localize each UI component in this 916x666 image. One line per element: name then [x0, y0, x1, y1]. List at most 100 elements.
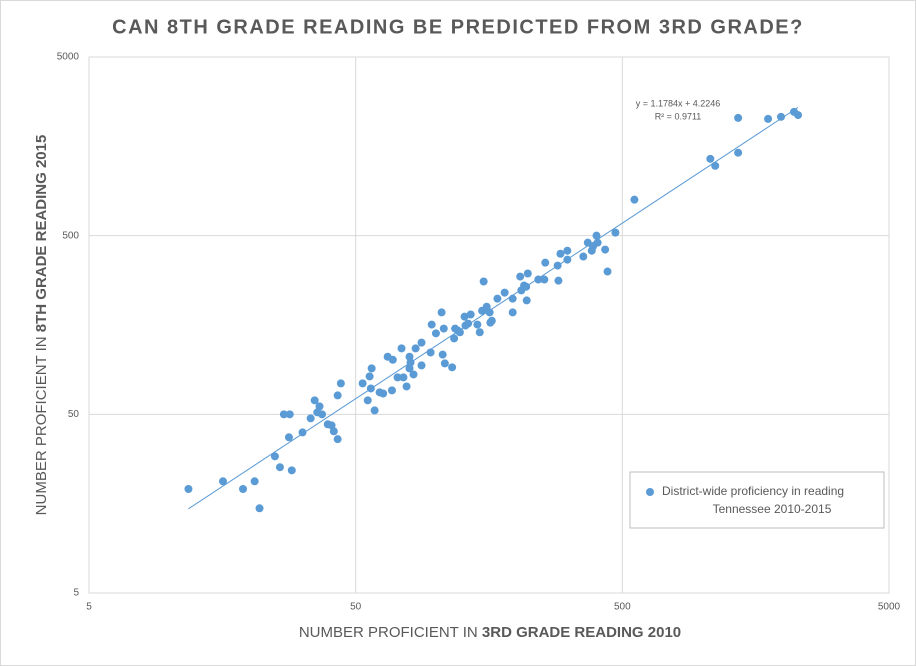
point — [388, 355, 397, 364]
point — [522, 296, 531, 305]
point — [379, 389, 388, 398]
trendline — [188, 106, 799, 510]
point — [440, 359, 449, 368]
point — [238, 485, 247, 494]
point — [387, 386, 396, 395]
point — [777, 112, 786, 121]
point — [448, 363, 457, 372]
y-label-part: NUMBER PROFICIENT IN — [33, 336, 50, 515]
x-label-part: NUMBER PROFICIENT IN — [299, 624, 478, 641]
point — [563, 255, 572, 264]
point — [554, 276, 563, 285]
point — [287, 466, 296, 475]
legend-box — [629, 471, 885, 529]
point — [365, 372, 374, 381]
point — [734, 148, 743, 157]
point — [333, 435, 342, 444]
point — [367, 364, 376, 373]
point — [593, 238, 602, 247]
point — [402, 382, 411, 391]
point — [366, 384, 375, 393]
y-tick-label: 50 — [68, 409, 80, 420]
chart-title: CAN 8TH GRADE READING BE PREDICTED FROM … — [112, 16, 804, 38]
point — [426, 348, 435, 357]
point — [706, 154, 715, 163]
point — [363, 396, 372, 405]
point — [500, 288, 509, 297]
point — [794, 111, 803, 120]
point — [487, 316, 496, 325]
point — [370, 406, 379, 415]
point — [255, 504, 264, 513]
point — [306, 414, 315, 423]
point — [479, 277, 488, 286]
point — [466, 310, 475, 319]
point — [431, 329, 440, 338]
legend-label: Tennessee 2010-2015 — [713, 502, 832, 516]
point — [411, 344, 420, 353]
point — [318, 410, 327, 419]
point — [336, 379, 345, 388]
point — [455, 328, 464, 337]
point — [406, 358, 415, 367]
point — [508, 294, 517, 303]
point — [603, 267, 612, 276]
point — [553, 261, 562, 270]
equation: y = 1.1784x + 4.2246 — [636, 98, 721, 108]
point — [473, 320, 482, 329]
point — [417, 338, 426, 347]
point — [522, 282, 531, 291]
point — [333, 391, 342, 400]
x-tick-label: 5 — [86, 602, 92, 613]
point — [579, 252, 588, 261]
point — [764, 114, 773, 123]
point — [556, 249, 565, 258]
point — [475, 328, 484, 337]
point — [734, 113, 743, 122]
point — [592, 231, 601, 240]
y-tick-label: 5000 — [57, 52, 80, 63]
legend-marker — [646, 488, 654, 496]
point — [285, 410, 294, 419]
point — [399, 373, 408, 382]
r-squared: R² = 0.9711 — [655, 111, 702, 121]
y-axis-label: NUMBER PROFICIENT IN 8TH GRADE READING 2… — [33, 135, 50, 516]
point — [450, 334, 459, 343]
point — [250, 477, 259, 486]
point — [417, 361, 426, 370]
point — [508, 308, 517, 317]
point — [270, 452, 279, 461]
point — [409, 370, 418, 379]
point — [485, 308, 494, 317]
point — [329, 427, 338, 436]
point — [630, 195, 639, 204]
plot-border — [88, 56, 890, 594]
point — [427, 320, 436, 329]
x-tick-label: 50 — [350, 602, 362, 613]
point — [460, 312, 469, 321]
point — [464, 319, 473, 328]
point — [437, 308, 446, 317]
legend-label: District-wide proficiency in reading — [662, 484, 844, 498]
point — [711, 161, 720, 170]
point — [218, 477, 227, 486]
x-tick-label: 500 — [614, 602, 631, 613]
x-tick-label: 5000 — [878, 602, 901, 613]
point — [563, 246, 572, 255]
point — [493, 294, 502, 303]
point — [393, 373, 402, 382]
point — [310, 396, 319, 405]
point — [541, 258, 550, 267]
y-tick-label: 5 — [73, 588, 79, 599]
point — [516, 272, 525, 281]
point — [184, 485, 193, 494]
point — [275, 463, 284, 472]
point — [279, 410, 288, 419]
y-label-part: 8TH GRADE READING 2015 — [33, 135, 50, 333]
point — [298, 428, 307, 437]
point — [540, 275, 549, 284]
x-axis-label: NUMBER PROFICIENT IN 3RD GRADE READING 2… — [299, 624, 681, 641]
point — [601, 245, 610, 254]
point — [438, 350, 447, 359]
